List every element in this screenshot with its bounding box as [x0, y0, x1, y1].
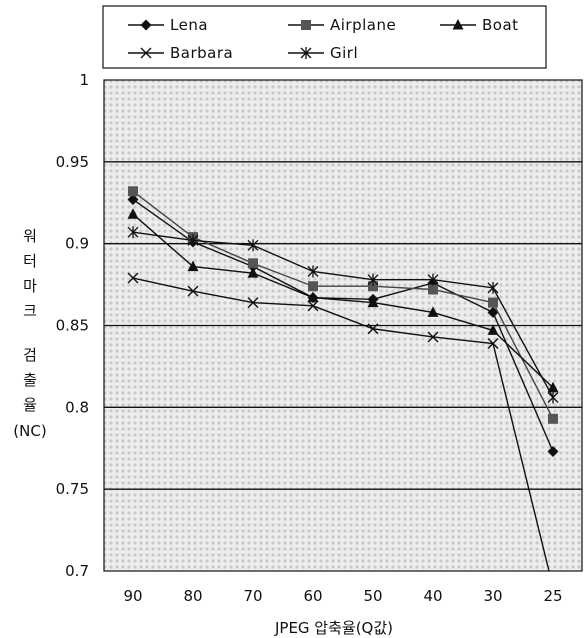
data-point-boat — [487, 324, 499, 335]
data-point-barbara — [247, 297, 259, 309]
series-line-lena — [132, 198, 554, 452]
data-point-boat — [367, 296, 379, 308]
data-point-airplane — [248, 258, 258, 269]
x-axis-title: JPEG 압축율(Q값) — [274, 619, 393, 637]
y-axis-title-part: 터 — [23, 252, 37, 270]
data-point-airplane — [548, 413, 558, 424]
data-point-girl — [187, 234, 199, 247]
legend-label: Boat — [482, 16, 519, 34]
data-point-airplane — [308, 281, 318, 292]
y-axis-title-part: 크 — [23, 302, 37, 320]
data-point-airplane — [368, 281, 378, 292]
data-point-girl — [127, 226, 139, 239]
y-axis-title-part: 마 — [23, 277, 37, 295]
x-tick-label: 70 — [243, 587, 262, 605]
data-point-boat — [127, 208, 139, 219]
data-point-barbara — [187, 285, 199, 297]
legend-item-girl: Girl — [288, 44, 358, 62]
y-axis-title-part: 워 — [23, 227, 37, 245]
data-point-girl — [247, 239, 259, 252]
legend-marker-lena — [140, 19, 152, 31]
legend-label: Lena — [170, 16, 208, 34]
legend-label: Airplane — [330, 16, 396, 34]
legend-marker-girl — [300, 47, 312, 59]
legend-marker-airplane — [301, 20, 311, 30]
data-point-lena — [487, 306, 499, 318]
x-tick-label: 50 — [363, 587, 382, 605]
y-axis-ticks: 0.7 0.75 0.8 0.85 0.9 0.95 1 — [56, 71, 89, 580]
data-point-barbara — [427, 331, 439, 343]
legend-item-airplane: Airplane — [288, 16, 396, 34]
data-point-boat — [247, 267, 259, 278]
legend: Lena Airplane Boat Barbara Girl — [102, 5, 547, 69]
x-tick-label: 60 — [303, 587, 322, 605]
series-line-boat — [132, 213, 554, 389]
x-tick-label: 25 — [543, 587, 562, 605]
data-point-boat — [427, 306, 439, 317]
y-axis-title-part: 출 — [23, 371, 37, 389]
legend-box — [102, 5, 547, 69]
data-point-airplane — [428, 284, 438, 295]
data-point-girl — [367, 273, 379, 286]
data-point-girl — [307, 265, 319, 278]
x-tick-label: 90 — [123, 587, 142, 605]
y-tick-label: 0.7 — [65, 562, 89, 580]
data-point-girl — [547, 391, 559, 404]
y-tick-label: 0.8 — [65, 398, 89, 416]
legend-marker-barbara — [140, 47, 152, 59]
x-axis-ticks: 90 80 70 60 50 40 30 25 — [123, 587, 562, 605]
series-line-girl — [132, 231, 554, 398]
data-point-airplane — [488, 297, 498, 308]
y-tick-label: 0.75 — [56, 480, 89, 498]
legend-item-barbara: Barbara — [128, 44, 233, 62]
data-point-lena — [127, 193, 139, 205]
data-point-barbara — [127, 272, 139, 284]
data-point-barbara — [307, 300, 319, 312]
data-point-girl — [487, 281, 499, 294]
y-tick-label: 0.95 — [56, 153, 89, 171]
y-axis-title-part: (NC) — [13, 422, 46, 440]
data-point-girl — [427, 273, 439, 286]
series-line-barbara — [132, 277, 550, 571]
data-point-boat — [187, 260, 199, 272]
legend-label: Girl — [330, 44, 358, 62]
y-tick-label: 1 — [79, 71, 89, 89]
legend-item-boat: Boat — [440, 16, 519, 34]
series-group — [127, 186, 559, 571]
x-tick-label: 80 — [183, 587, 202, 605]
legend-item-lena: Lena — [128, 16, 208, 34]
legend-marker-boat — [452, 19, 464, 30]
y-axis-title-part: 율 — [23, 396, 37, 414]
data-point-boat — [547, 381, 559, 393]
data-point-barbara — [487, 338, 499, 349]
data-point-airplane — [128, 186, 138, 197]
y-axis-title-part: 검 — [23, 346, 37, 364]
data-point-lena — [547, 446, 559, 458]
legend-label: Barbara — [170, 44, 233, 62]
y-tick-label: 0.9 — [65, 235, 89, 253]
data-point-boat — [307, 291, 319, 303]
x-tick-label: 40 — [423, 587, 442, 605]
x-tick-label: 30 — [483, 587, 502, 605]
y-tick-label: 0.85 — [56, 317, 89, 335]
grid-lines — [104, 161, 582, 490]
data-point-barbara — [367, 323, 379, 335]
